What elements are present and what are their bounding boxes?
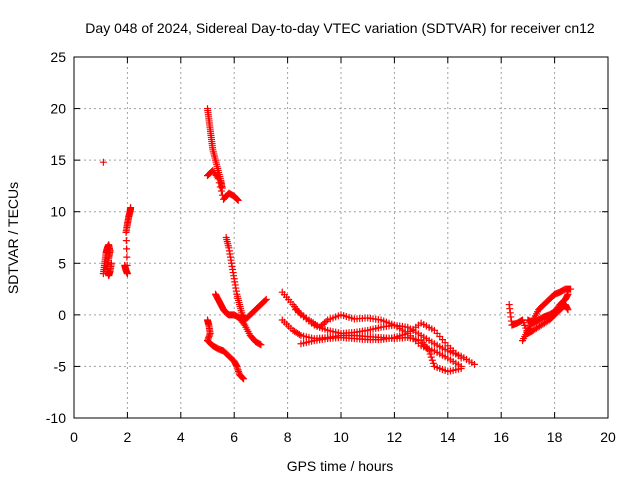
series-seg-5h-top (204, 105, 226, 192)
data-point (123, 270, 131, 278)
data-point (426, 350, 434, 358)
data-point (429, 359, 437, 367)
data-point (123, 245, 131, 253)
x-tick-label: 14 (440, 429, 456, 445)
x-axis-label: GPS time / hours (287, 458, 394, 474)
data-point (217, 187, 225, 195)
data-point (107, 259, 115, 267)
data-markers (99, 105, 575, 383)
y-axis-label: SDTVAR / TECUs (5, 182, 21, 294)
data-point (295, 330, 303, 338)
tick-labels: 0 2 4 6 8 10 12 14 16 18 20 -10 -5 0 5 10 15 20 25 (46, 49, 616, 445)
y-tick-label: 0 (58, 307, 66, 323)
x-tick-label: 18 (547, 429, 563, 445)
data-point (127, 204, 135, 212)
data-point (123, 261, 131, 269)
data-point (564, 290, 572, 298)
data-point (123, 253, 131, 261)
y-tick-label: 5 (58, 255, 66, 271)
data-point (216, 183, 224, 191)
data-point (233, 195, 241, 203)
data-point (567, 285, 575, 293)
series-seg-5h-neg (204, 316, 248, 383)
data-point (262, 295, 270, 303)
ticks (73, 56, 609, 419)
series-seg-5h-mid (204, 166, 242, 204)
data-point (428, 356, 436, 364)
data-point (122, 237, 130, 245)
data-point (257, 341, 265, 349)
chart-title: Day 048 of 2024, Sidereal Day-to-day VTE… (85, 20, 595, 36)
series-seg-8-15h-d (297, 319, 465, 362)
series-seg-1h (99, 241, 115, 280)
data-point (213, 173, 221, 181)
x-tick-label: 6 (230, 429, 238, 445)
series-seg-6h-descent (222, 234, 270, 324)
y-tick-label: -5 (54, 358, 67, 374)
data-point (256, 340, 264, 348)
data-point (240, 375, 248, 383)
data-point (427, 353, 435, 361)
series-seg-16-18h-c (524, 290, 572, 327)
data-point (457, 354, 465, 362)
data-point (261, 296, 269, 304)
series-isolated (99, 158, 107, 166)
data-point (233, 196, 241, 204)
data-point (99, 158, 107, 166)
y-tick-label: 20 (50, 101, 66, 117)
data-point (564, 306, 572, 314)
x-tick-label: 8 (284, 429, 292, 445)
x-tick-label: 0 (70, 429, 78, 445)
y-tick-label: 15 (50, 152, 66, 168)
data-point (322, 317, 330, 325)
x-tick-label: 12 (387, 429, 403, 445)
data-point (457, 362, 465, 370)
data-point (215, 179, 223, 187)
x-tick-label: 16 (493, 429, 509, 445)
series-seg-2h (121, 204, 135, 278)
data-point (234, 196, 242, 204)
y-tick-label: 10 (50, 204, 66, 220)
series-seg-8-15h-c (292, 306, 465, 370)
x-tick-label: 20 (600, 429, 616, 445)
data-point (471, 360, 478, 368)
y-tick-label: 25 (50, 49, 66, 65)
x-tick-label: 2 (124, 429, 132, 445)
data-point (239, 374, 247, 382)
x-tick-label: 10 (333, 429, 349, 445)
y-tick-label: -10 (46, 410, 66, 426)
x-tick-label: 4 (177, 429, 185, 445)
data-point (214, 175, 222, 183)
data-point (238, 373, 246, 381)
